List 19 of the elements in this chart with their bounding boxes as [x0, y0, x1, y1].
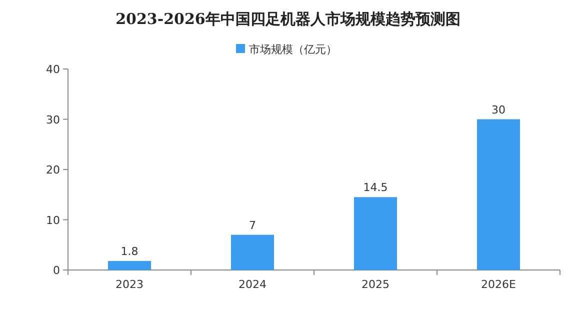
y-tick-label: 20 — [46, 164, 60, 176]
legend-label: 市场规模（亿元） — [249, 43, 337, 56]
data-label: 14.5 — [363, 181, 388, 194]
chart-title: 2023-2026年中国四足机器人市场规模趋势预测图 — [116, 10, 460, 28]
x-tick-label: 2025 — [362, 278, 390, 291]
y-tick-label: 0 — [53, 264, 60, 277]
y-tick-label: 30 — [46, 113, 60, 126]
y-tick-label: 10 — [46, 214, 60, 227]
bar — [354, 197, 398, 270]
y-tick-label: 40 — [46, 63, 60, 76]
bar — [108, 260, 152, 270]
x-tick-label: 2026E — [481, 278, 516, 291]
x-tick-label: 2023 — [116, 278, 144, 291]
bar — [476, 119, 520, 270]
data-label: 7 — [249, 218, 256, 232]
data-label: 30 — [492, 103, 506, 116]
bar — [230, 234, 274, 270]
x-tick-label: 2024 — [238, 278, 266, 291]
data-label: 1.8 — [120, 244, 138, 258]
